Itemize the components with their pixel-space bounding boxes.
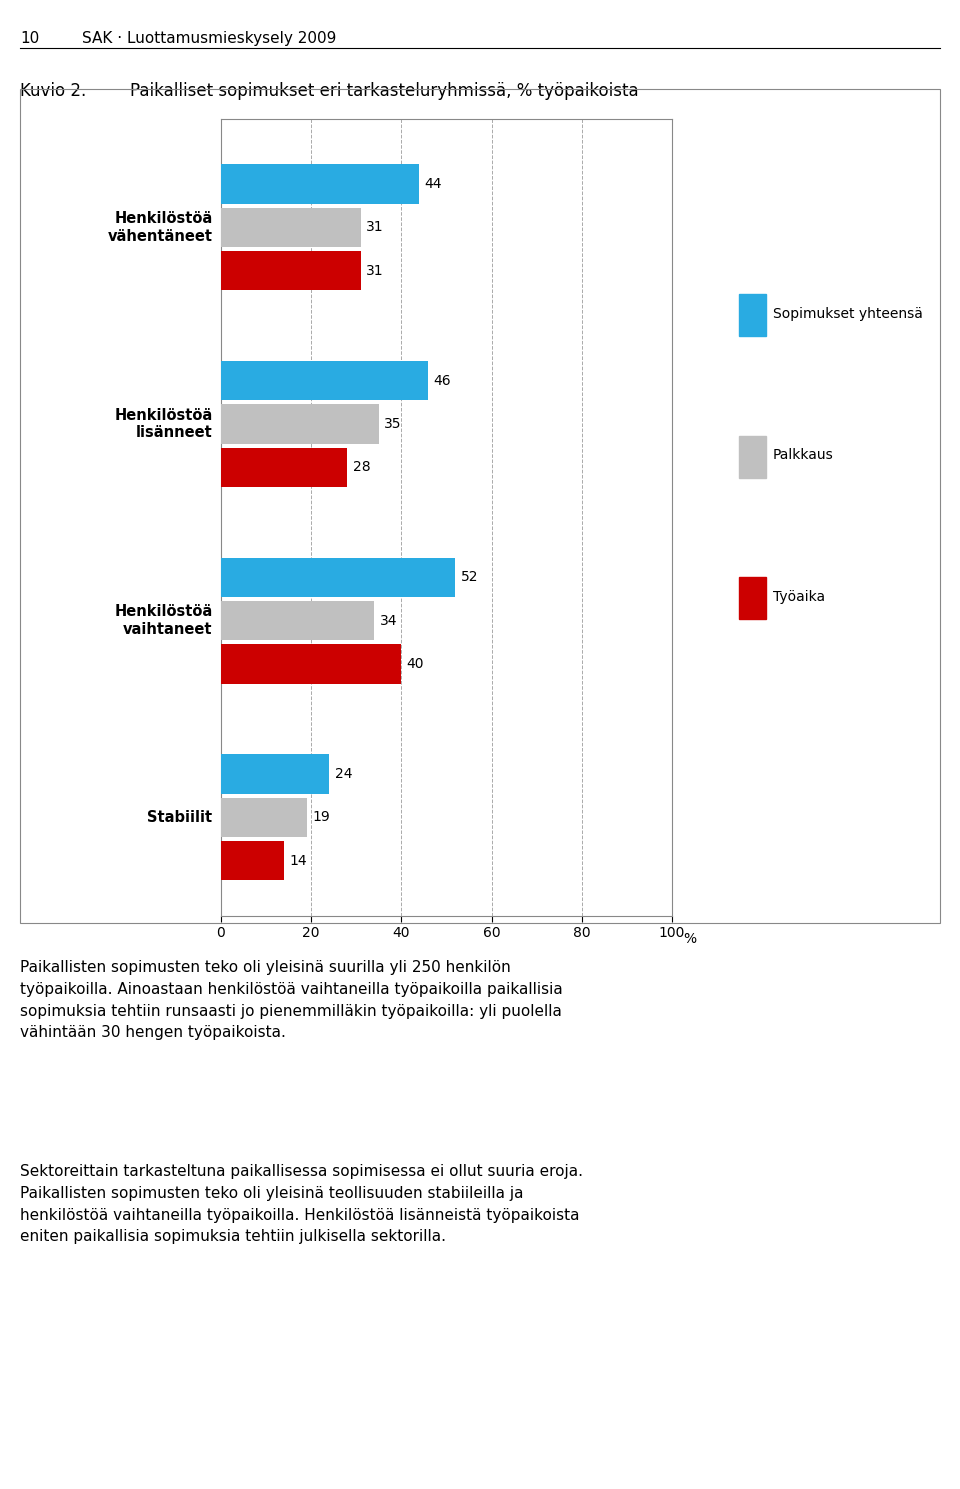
Text: Paikallisten sopimusten teko oli yleisinä suurilla yli 250 henkilön
työpaikoilla: Paikallisten sopimusten teko oli yleisin… <box>20 960 563 1041</box>
Text: 19: 19 <box>312 810 329 825</box>
Text: Sopimukset yhteensä: Sopimukset yhteensä <box>773 307 923 320</box>
Bar <box>221 252 361 290</box>
Bar <box>221 645 401 683</box>
Text: SAK · Luottamusmieskysely 2009: SAK · Luottamusmieskysely 2009 <box>82 31 336 46</box>
Text: %: % <box>684 932 696 947</box>
Text: 10: 10 <box>20 31 39 46</box>
Text: Palkkaus: Palkkaus <box>773 448 833 462</box>
Bar <box>221 360 428 401</box>
Bar <box>221 405 378 444</box>
Bar <box>221 164 420 204</box>
Bar <box>221 448 348 487</box>
Text: 31: 31 <box>366 220 384 234</box>
Text: 52: 52 <box>461 570 478 584</box>
Bar <box>221 798 306 837</box>
Text: Kuvio 2.: Kuvio 2. <box>20 82 86 100</box>
Text: Työaika: Työaika <box>773 590 825 603</box>
Text: 24: 24 <box>334 767 352 782</box>
Bar <box>221 602 374 640</box>
Text: 14: 14 <box>289 853 307 868</box>
Text: 40: 40 <box>407 657 424 672</box>
Text: 46: 46 <box>434 374 451 387</box>
Text: 34: 34 <box>379 613 397 628</box>
Bar <box>221 207 361 247</box>
Text: 35: 35 <box>384 417 401 430</box>
Text: 44: 44 <box>424 177 443 191</box>
Text: 28: 28 <box>352 460 371 475</box>
Text: Sektoreittain tarkasteltuna paikallisessa sopimisessa ei ollut suuria eroja.
Pai: Sektoreittain tarkasteltuna paikallisess… <box>20 1164 583 1245</box>
Bar <box>221 841 284 880</box>
Text: 31: 31 <box>366 264 384 277</box>
Text: Paikalliset sopimukset eri tarkasteluryhmissä, % työpaikoista: Paikalliset sopimukset eri tarkasteluryh… <box>130 82 638 100</box>
Bar <box>221 755 329 794</box>
Bar <box>221 558 455 597</box>
